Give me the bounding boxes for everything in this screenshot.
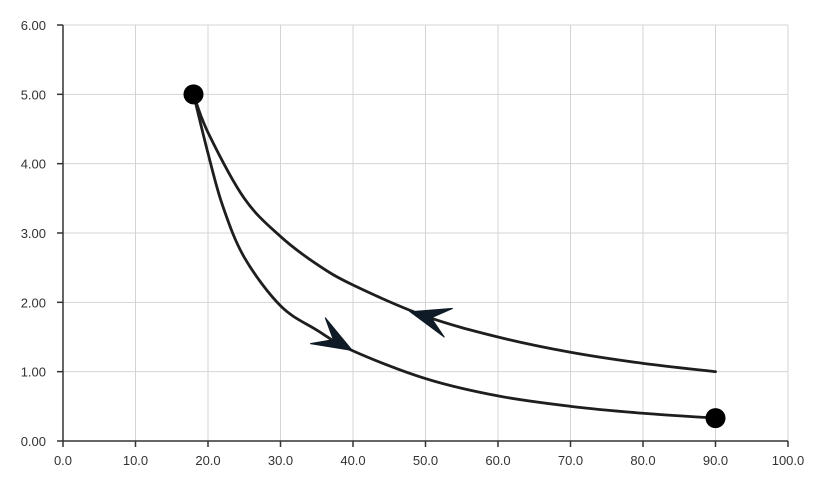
x-tick-label: 10.0 [123,453,148,468]
arrow-upper-backward [408,307,453,338]
x-tick-label: 60.0 [485,453,510,468]
y-tick-label: 4.00 [21,157,46,172]
grid [63,24,789,441]
x-tick-label: 0.0 [54,453,72,468]
y-tick-label: 0.00 [21,434,46,449]
endpoints [183,84,726,429]
endpoint-marker [183,84,204,105]
x-tick-label: 90.0 [703,453,728,468]
x-tick-label: 30.0 [268,453,293,468]
curves [192,92,717,420]
arrow-lower-forward [310,317,354,352]
endpoint-marker [705,408,726,429]
x-axis-ticks: 0.0 10.0 20.0 30.0 40.0 50.0 60.0 70.0 80.0 90.0 1… [54,441,804,468]
y-tick-label: 1.00 [21,365,46,380]
y-tick-label: 5.00 [21,87,46,102]
x-tick-label: 70.0 [558,453,583,468]
x-tick-label: 100.0 [772,453,805,468]
y-tick-label: 6.00 [21,18,46,33]
x-tick-label: 40.0 [340,453,365,468]
x-tick-label: 80.0 [630,453,655,468]
x-tick-label: 20.0 [195,453,220,468]
y-axis-ticks: 0.00 1.00 2.00 3.00 4.00 5.00 6.00 [21,18,63,449]
y-tick-label: 3.00 [21,226,46,241]
x-tick-label: 50.0 [413,453,438,468]
curve-lower [192,92,717,420]
direction-arrows [310,307,453,352]
y-tick-label: 2.00 [21,295,46,310]
curve-upper [192,92,717,374]
